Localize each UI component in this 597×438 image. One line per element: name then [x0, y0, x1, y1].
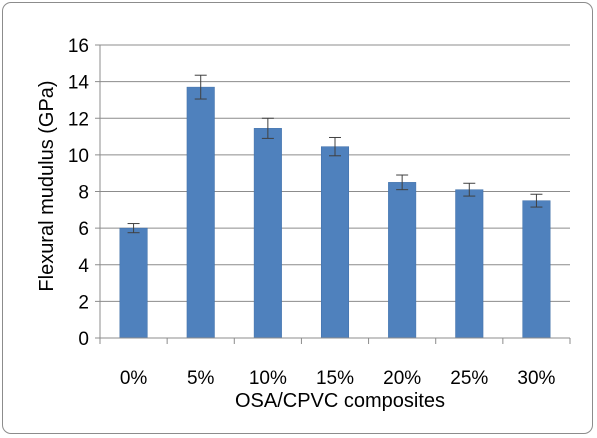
y-tick-label: 10 — [68, 146, 89, 167]
bar-30% — [522, 200, 551, 339]
y-tick-label: 14 — [68, 73, 90, 94]
x-axis-title: OSA/CPVC composites — [235, 390, 445, 412]
bar-25% — [455, 189, 484, 339]
error-bar-20% — [396, 174, 409, 191]
error-bar-10% — [261, 117, 274, 139]
y-tick-label: 0 — [78, 329, 89, 350]
y-tick-label: 6 — [78, 219, 89, 240]
x-tick-label: 0% — [120, 368, 148, 389]
y-tick-labels: 0 2 4 6 8 10 12 14 16 — [68, 36, 90, 350]
y-tick-label: 4 — [78, 256, 89, 277]
x-tick-label: 20% — [383, 368, 421, 389]
y-tick-label: 16 — [68, 36, 89, 57]
x-tick-label: 10% — [249, 368, 287, 389]
y-tick-label: 12 — [68, 109, 89, 130]
bar-20% — [388, 182, 417, 339]
x-tick-label: 5% — [187, 368, 215, 389]
error-bar-30% — [530, 193, 543, 208]
x-tick-label: 15% — [316, 368, 354, 389]
error-bar-25% — [463, 182, 476, 197]
x-tick-label: 25% — [450, 368, 488, 389]
error-bars — [127, 74, 543, 234]
bar-0% — [119, 227, 148, 339]
x-tick-label: 30% — [517, 368, 555, 389]
bar-5% — [186, 86, 215, 339]
bar-10% — [253, 128, 282, 339]
x-tick-labels: 0% 5% 10% 15% 20% 25% 30% — [120, 368, 556, 389]
y-tick-label: 2 — [78, 292, 89, 313]
error-bar-15% — [329, 136, 341, 157]
bars — [119, 86, 551, 339]
bar-15% — [320, 146, 350, 339]
y-tick-label: 8 — [78, 183, 89, 204]
error-bar-0% — [127, 223, 140, 234]
error-bar-5% — [194, 74, 207, 100]
y-axis-title: Flexural mudulus (GPa) — [36, 80, 58, 291]
axes — [95, 44, 571, 344]
